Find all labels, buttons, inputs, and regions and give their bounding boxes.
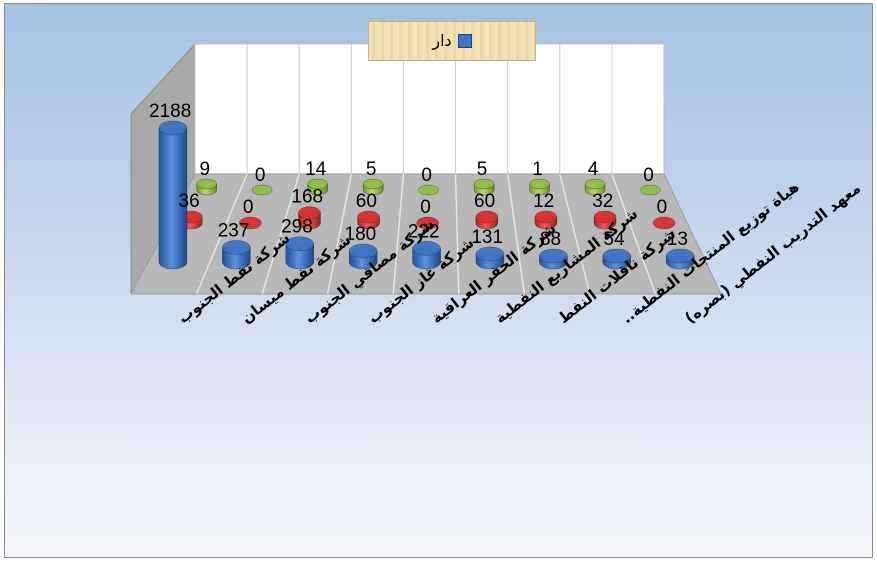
data-label: 5 [366,159,377,180]
data-label: 60 [356,191,377,212]
bar-cap [252,185,272,195]
bar-cap [358,211,380,223]
bar-series3-1 [197,179,217,195]
bar-cap [363,179,383,189]
data-label: 168 [291,187,323,208]
data-label: 4 [588,159,599,180]
data-label: 32 [592,191,613,212]
data-label: 131 [471,227,503,248]
bar-cap [585,179,605,189]
legend: دار [368,21,536,61]
legend-label: دار [432,31,451,51]
data-label: 14 [305,159,327,180]
legend-swatch [458,34,472,48]
data-label: 1 [532,159,543,180]
bar-cap [641,185,661,195]
bar-series3-2 [252,185,272,195]
data-label: 0 [657,197,668,218]
bar-cap [419,185,439,195]
back-wall [195,44,664,174]
chart-frame: 9 0 14 5 0 5 1 4 0 36 0 168 60 0 60 12 32 0 2188 237 298 180 2… [4,3,873,558]
bar-cap [197,179,217,189]
bar-cap [476,211,498,223]
data-label: 2188 [149,101,191,122]
data-label: 9 [199,159,210,180]
bar-series3-9 [641,185,661,195]
data-label: 0 [243,197,254,218]
data-label: 60 [474,191,495,212]
data-label: 36 [179,191,200,212]
data-label: 0 [421,165,432,186]
bar-series3-5 [419,185,439,195]
data-label: 12 [533,191,554,212]
data-label: 5 [477,159,488,180]
data-label: 0 [255,165,266,186]
bar-cap [474,179,494,189]
bar-cap [222,240,250,254]
bar-cap [159,121,187,135]
data-label: 237 [218,220,250,241]
bar-cap [530,179,550,189]
data-label: 0 [643,165,654,186]
